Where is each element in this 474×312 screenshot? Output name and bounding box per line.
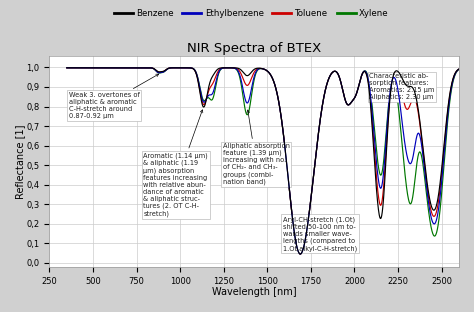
Text: Characteristic ab-
sorption features:
Aromatics: 2.15 μm
Aliphatics: 2.30 μm: Characteristic ab- sorption features: Ar…	[369, 73, 435, 100]
Y-axis label: Reflectance [1]: Reflectance [1]	[15, 124, 25, 198]
X-axis label: Wavelength [nm]: Wavelength [nm]	[212, 287, 297, 297]
Text: Weak 3. overtones of
aliphatic & aromatic
C-H-stretch around
0.87-0.92 μm: Weak 3. overtones of aliphatic & aromati…	[69, 74, 159, 119]
Text: Aliphatic absorption
feature (1.39 μm)
increasing with no.
of CH₂- and CH₃-
grou: Aliphatic absorption feature (1.39 μm) i…	[223, 110, 290, 185]
Text: Aromatic (1.14 μm)
& aliphatic (1.19
μm) absorption
features increasing
with rel: Aromatic (1.14 μm) & aliphatic (1.19 μm)…	[144, 110, 208, 217]
Text: Aryl-CH-stretch (1.Ot)
shifted 50-100 nm to-
wards smaller wave-
lengths (compar: Aryl-CH-stretch (1.Ot) shifted 50-100 nm…	[283, 216, 357, 251]
Title: NIR Spectra of BTEX: NIR Spectra of BTEX	[187, 41, 321, 55]
Legend: Benzene, Ethylbenzene, Toluene, Xylene: Benzene, Ethylbenzene, Toluene, Xylene	[110, 6, 392, 22]
